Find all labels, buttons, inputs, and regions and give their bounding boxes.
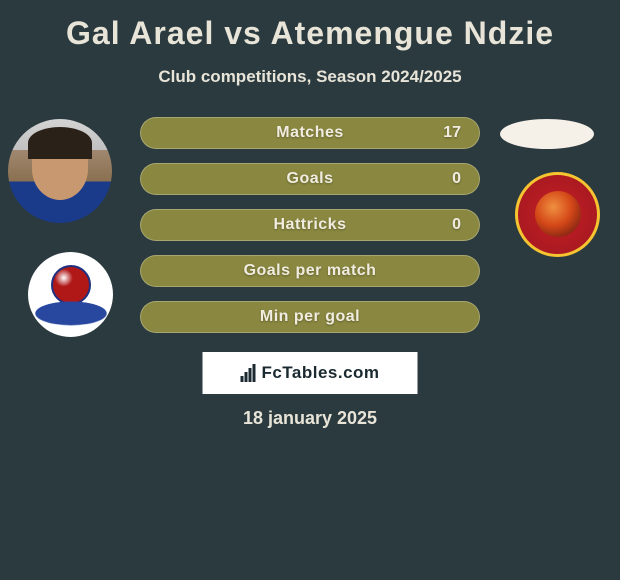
stat-label-goals: Goals	[287, 170, 334, 188]
player-right-placeholder	[500, 119, 594, 149]
stat-value-goals: 0	[452, 170, 461, 188]
stat-bar-goals: Goals 0	[140, 163, 480, 195]
stat-label-matches: Matches	[276, 124, 344, 142]
stat-bar-matches: Matches 17	[140, 117, 480, 149]
club-badge-right-icon	[530, 187, 586, 243]
stat-value-matches: 17	[443, 124, 461, 142]
stat-label-gpm: Goals per match	[244, 262, 377, 280]
stat-label-mpg: Min per goal	[260, 308, 360, 326]
comparison-subtitle: Club competitions, Season 2024/2025	[0, 67, 620, 87]
content-area: Matches 17 Goals 0 Hattricks 0 Goals per…	[0, 117, 620, 367]
stat-label-hattricks: Hattricks	[274, 216, 347, 234]
stat-bar-gpm: Goals per match	[140, 255, 480, 287]
club-badge-right	[515, 172, 600, 257]
comparison-title: Gal Arael vs Atemengue Ndzie	[0, 15, 620, 52]
stat-value-hattricks: 0	[452, 216, 461, 234]
stat-bar-mpg: Min per goal	[140, 301, 480, 333]
club-badge-left-icon	[36, 265, 106, 325]
club-badge-left	[28, 252, 113, 337]
player-face-placeholder	[8, 119, 112, 223]
stats-bars: Matches 17 Goals 0 Hattricks 0 Goals per…	[140, 117, 480, 347]
watermark: FcTables.com	[203, 352, 418, 394]
watermark-text: FcTables.com	[261, 363, 379, 383]
player-left-avatar	[8, 119, 112, 223]
watermark-chart-icon	[240, 364, 255, 382]
stat-bar-hattricks: Hattricks 0	[140, 209, 480, 241]
date-text: 18 january 2025	[0, 408, 620, 429]
